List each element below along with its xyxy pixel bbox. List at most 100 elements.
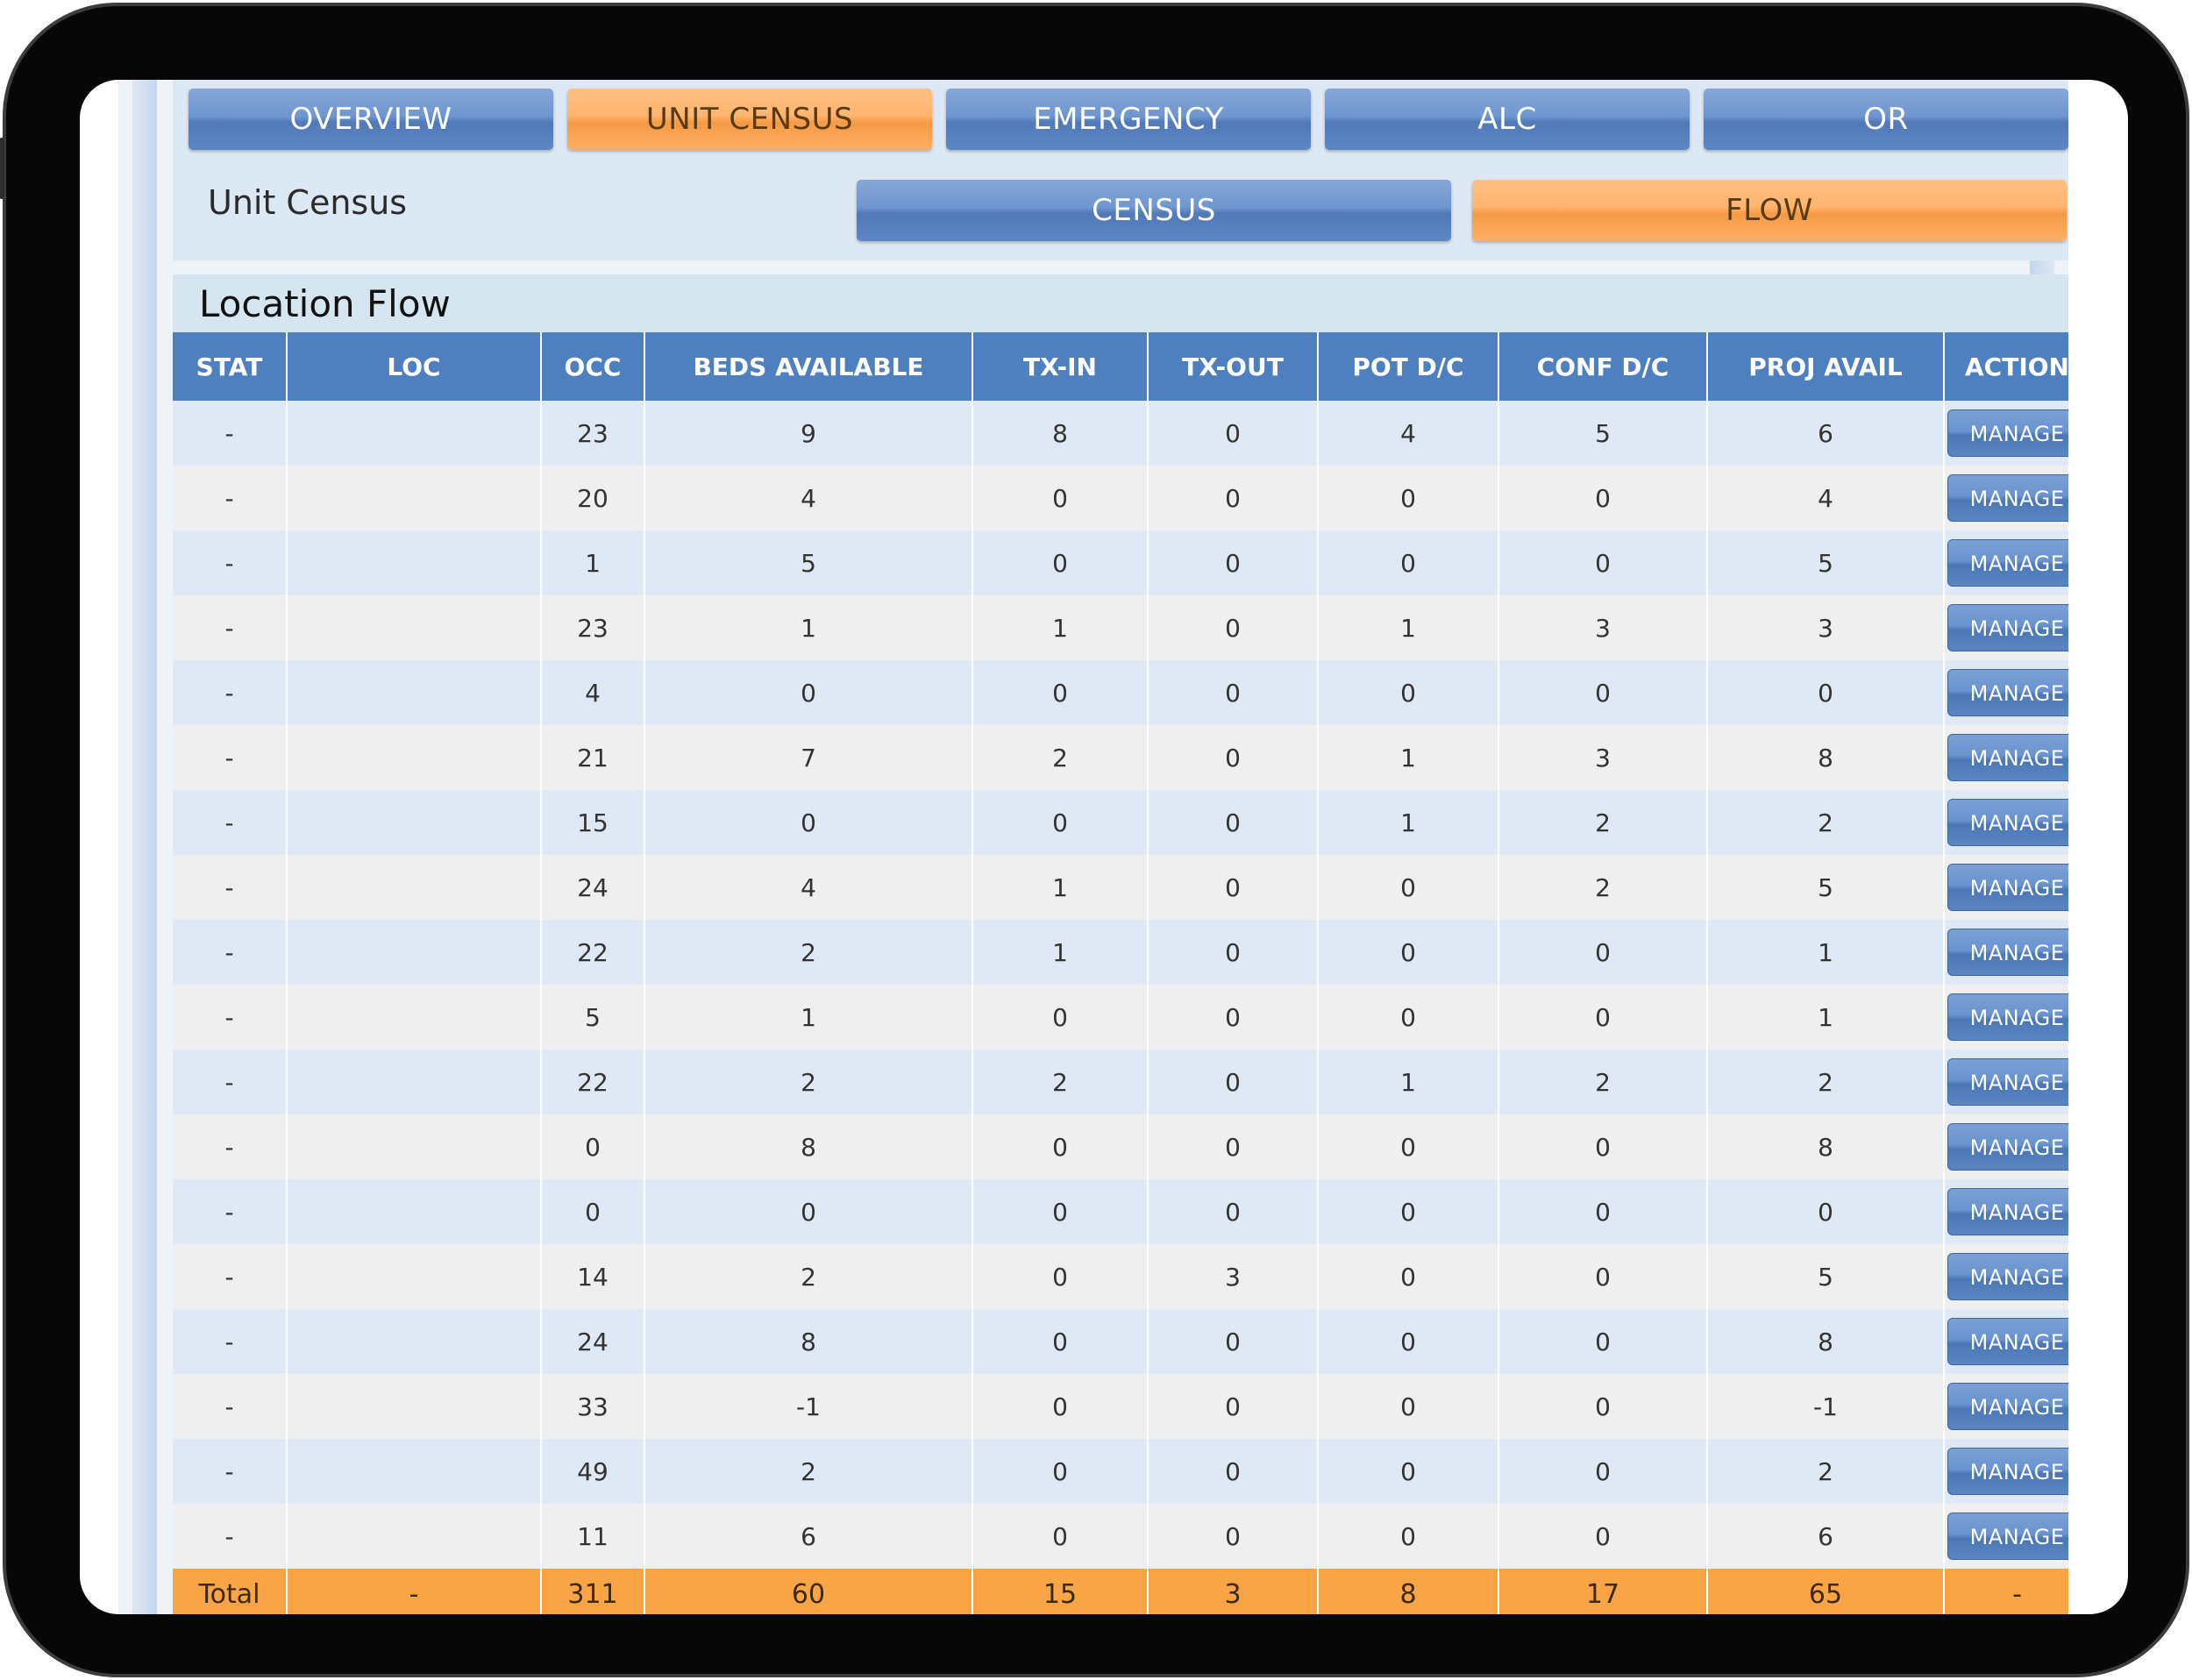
table-row: -0 8 0 0 0 0 8 MANAGE [173,1114,2068,1179]
table-row: -5 1 0 0 0 0 1 MANAGE [173,985,2068,1050]
column-header-loc[interactable]: LOC [287,332,542,401]
pot-dc-cell: 0 [1318,530,1499,595]
occ-cell: 0 [541,1114,645,1179]
tx-in-cell: 0 [972,466,1149,530]
column-header-conf-d-c[interactable]: CONF D/C [1498,332,1708,401]
action-cell: MANAGE [1944,401,2068,466]
app-window: OVERVIEW UNIT CENSUS EMERGENCY ALC OR Un… [118,80,2068,1614]
column-header-stat[interactable]: STAT [173,332,288,401]
action-cell: MANAGE [1944,725,2068,790]
tab-alc[interactable]: ALC [1325,89,1690,150]
conf-dc-cell: 0 [1498,530,1708,595]
occ-cell: 23 [541,401,645,466]
stat-cell: - [173,595,288,660]
flow-header: Location Flow [173,274,2068,332]
column-header-occ[interactable]: OCC [541,332,645,401]
proj-avail-cell: 5 [1707,855,1945,920]
loc-cell [287,1374,542,1439]
table-row: -14 2 0 3 0 0 5 MANAGE [173,1244,2068,1309]
loc-cell [287,1439,542,1504]
tx-out-cell: 3 [1148,1244,1319,1309]
tab-unit-census[interactable]: UNIT CENSUS [567,89,932,150]
tab-emergency[interactable]: EMERGENCY [946,89,1311,150]
loc-cell [287,660,542,725]
manage-button[interactable]: MANAGE [1946,864,2068,911]
pot-dc-cell: 0 [1318,660,1499,725]
conf-dc-cell: 2 [1498,855,1708,920]
tablet-frame: OVERVIEW UNIT CENSUS EMERGENCY ALC OR Un… [0,3,2189,1677]
manage-button[interactable]: MANAGE [1946,409,2068,457]
table-row: -24 4 1 0 0 2 5 MANAGE [173,855,2068,920]
manage-button[interactable]: MANAGE [1946,1513,2068,1560]
manage-button[interactable]: MANAGE [1946,1188,2068,1235]
manage-button[interactable]: MANAGE [1946,1123,2068,1171]
manage-button[interactable]: MANAGE [1946,669,2068,716]
manage-button[interactable]: MANAGE [1946,1383,2068,1430]
occ-cell: 4 [541,660,645,725]
pot-dc-cell: 0 [1318,985,1499,1050]
manage-button[interactable]: MANAGE [1946,799,2068,846]
beds-available-cell: 8 [644,1114,973,1179]
tx-out-cell: 0 [1148,725,1319,790]
stat-cell: - [173,1244,288,1309]
tx-out-cell: 0 [1148,660,1319,725]
proj-avail-cell: 8 [1707,1309,1945,1374]
subtab-flow[interactable]: FLOW [1472,180,2067,241]
tab-or[interactable]: OR [1704,89,2068,150]
column-header-beds-available[interactable]: BEDS AVAILABLE [644,332,973,401]
manage-button[interactable]: MANAGE [1946,1253,2068,1300]
action-cell: MANAGE [1944,530,2068,595]
stat-cell: - [173,725,288,790]
action-cell: MANAGE [1944,1374,2068,1439]
column-header-action[interactable]: ACTION [1944,332,2068,401]
conf-dc-cell: 0 [1498,1374,1708,1439]
action-cell: MANAGE [1944,1504,2068,1569]
subtab-census[interactable]: CENSUS [857,180,1451,241]
conf-dc-cell: 0 [1498,985,1708,1050]
beds-available-cell: 7 [644,725,973,790]
stat-cell: - [173,530,288,595]
section-title: Unit Census [208,183,408,222]
total-txout-cell: 3 [1148,1569,1319,1614]
action-cell: MANAGE [1944,660,2068,725]
column-header-tx-in[interactable]: TX-IN [972,332,1149,401]
tx-out-cell: 0 [1148,1114,1319,1179]
beds-available-cell: 5 [644,530,973,595]
tx-out-cell: 0 [1148,1179,1319,1244]
beds-available-cell: 2 [644,1439,973,1504]
manage-button[interactable]: MANAGE [1946,1318,2068,1365]
manage-button[interactable]: MANAGE [1946,1448,2068,1495]
conf-dc-cell: 2 [1498,1050,1708,1114]
column-header-proj-avail[interactable]: PROJ AVAIL [1707,332,1945,401]
conf-dc-cell: 0 [1498,1439,1708,1504]
table-row: -15 0 0 0 1 2 2 MANAGE [173,790,2068,855]
manage-button[interactable]: MANAGE [1946,734,2068,781]
total-action-cell: - [1944,1569,2068,1614]
table-row: - 23 9 8 0 4 5 6 MANAGE [173,401,2068,466]
action-cell: MANAGE [1944,1114,2068,1179]
proj-avail-cell: 6 [1707,1504,1945,1569]
proj-avail-cell: 2 [1707,1050,1945,1114]
manage-button[interactable]: MANAGE [1946,929,2068,976]
column-header-pot-d-c[interactable]: POT D/C [1318,332,1499,401]
pot-dc-cell: 0 [1318,1504,1499,1569]
tx-in-cell: 0 [972,1244,1149,1309]
beds-available-cell: 2 [644,920,973,985]
tablet-screen: OVERVIEW UNIT CENSUS EMERGENCY ALC OR Un… [80,80,2128,1614]
manage-button[interactable]: MANAGE [1946,604,2068,651]
tx-out-cell: 0 [1148,1504,1319,1569]
column-header-tx-out[interactable]: TX-OUT [1148,332,1319,401]
manage-button[interactable]: MANAGE [1946,474,2068,522]
manage-button[interactable]: MANAGE [1946,539,2068,587]
beds-available-cell: 0 [644,790,973,855]
occ-cell: 22 [541,1050,645,1114]
tx-out-cell: 0 [1148,1439,1319,1504]
pot-dc-cell: 0 [1318,1374,1499,1439]
proj-avail-cell: 5 [1707,1244,1945,1309]
manage-button[interactable]: MANAGE [1946,1058,2068,1106]
manage-button[interactable]: MANAGE [1946,993,2068,1041]
proj-avail-cell: 5 [1707,530,1945,595]
conf-dc-cell: 0 [1498,466,1708,530]
proj-avail-cell: 1 [1707,985,1945,1050]
tab-overview[interactable]: OVERVIEW [189,89,553,150]
